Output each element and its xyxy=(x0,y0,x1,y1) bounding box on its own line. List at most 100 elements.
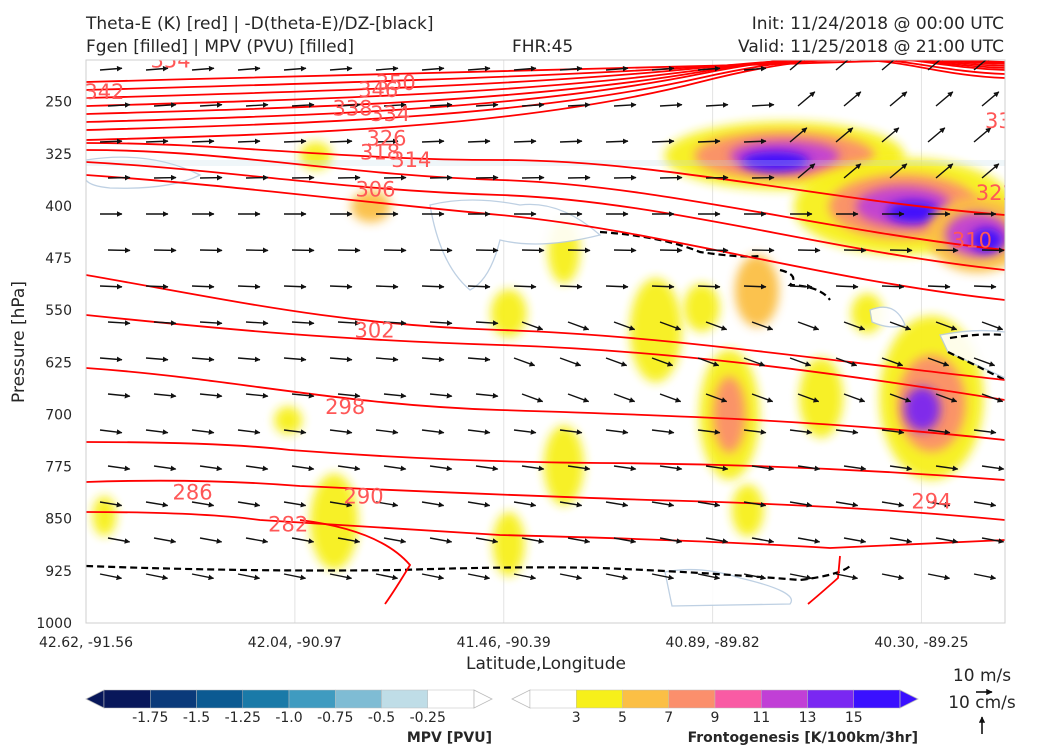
wind-vector xyxy=(375,573,399,581)
y-tick-label: 775 xyxy=(45,460,72,476)
wind-vector xyxy=(705,465,729,472)
wind-vector xyxy=(329,356,353,363)
wind-vector xyxy=(697,429,721,435)
theta-e-contour xyxy=(86,174,1005,301)
colorbar-segment xyxy=(668,689,716,709)
wind-vector xyxy=(605,501,629,508)
wind-vector xyxy=(797,163,816,179)
wind-vector xyxy=(751,465,775,472)
mpv-colorbar: -1.75 -1.5 -1.25 -1.0 -0.75 -0.5 -0.25 xyxy=(85,689,493,726)
wind-vector xyxy=(705,321,728,331)
frontogenesis-area xyxy=(904,387,941,432)
wind-vector xyxy=(199,537,223,544)
wind-vector xyxy=(751,102,775,108)
colorbar-tick-label: 3 xyxy=(572,710,581,726)
x-axis-label: Latitude,Longitude xyxy=(466,654,626,674)
colorbar-segment xyxy=(529,689,577,709)
theta-e-contour xyxy=(86,60,1005,99)
wind-vector xyxy=(927,357,950,367)
colorbar-segment xyxy=(714,689,762,709)
wind-vector xyxy=(605,573,629,581)
wind-vector xyxy=(237,356,261,363)
wind-vector xyxy=(973,429,997,435)
wind-vector xyxy=(559,573,583,581)
wind-vector xyxy=(751,321,774,331)
static-stability-contour xyxy=(779,268,831,301)
wind-vector xyxy=(145,573,169,581)
theta-e-label: 310 xyxy=(952,229,992,253)
wind-vector xyxy=(191,356,215,363)
theta-e-label: 334 xyxy=(370,102,410,126)
wind-vector xyxy=(475,102,499,108)
wind-vector xyxy=(843,465,867,472)
wind-vector xyxy=(613,321,636,331)
y-tick-label: 1000 xyxy=(36,616,72,632)
wind-vector xyxy=(245,537,269,544)
wind-vector xyxy=(797,321,820,331)
wind-vector xyxy=(973,283,997,290)
theta-e-label: 326 xyxy=(366,127,406,151)
wind-vector xyxy=(567,465,591,472)
wind-vector xyxy=(191,501,215,508)
wind-vector xyxy=(107,392,131,399)
wind-vector xyxy=(513,138,537,145)
wind-vector xyxy=(283,356,307,363)
wind-vector xyxy=(881,60,900,71)
y-axis-label: Pressure [hPa] xyxy=(9,281,29,403)
wind-vector xyxy=(889,393,912,403)
wind-vector xyxy=(421,429,445,435)
theta-e-label: 318 xyxy=(360,140,400,164)
frontogenesis-area xyxy=(734,254,779,327)
wind-vector xyxy=(789,501,813,508)
wind-vector xyxy=(743,573,767,581)
init-time: Init: 11/24/2018 @ 00:00 UTC xyxy=(751,14,1004,34)
colorbar-tick-label: -1.25 xyxy=(225,710,261,726)
colorbar-segment xyxy=(242,689,290,709)
theta-e-label: 302 xyxy=(355,318,395,342)
wind-vector xyxy=(797,537,821,544)
wind-vectors xyxy=(99,60,1005,581)
wind-vector xyxy=(513,429,537,435)
wind-vector xyxy=(981,465,1005,472)
wind-vector xyxy=(383,537,407,544)
x-tick-label: 40.89, -89.82 xyxy=(666,635,760,651)
wind-vector xyxy=(291,320,315,326)
wind-vector xyxy=(697,501,721,508)
wind-vector xyxy=(889,321,912,331)
wind-vector xyxy=(467,429,491,435)
wind-vector xyxy=(191,283,215,290)
wind-vector xyxy=(245,465,269,472)
frontogenesis-area xyxy=(731,484,764,537)
wind-vector xyxy=(651,501,675,508)
wind-vector xyxy=(559,138,583,145)
x-tick-label: 41.46, -90.39 xyxy=(457,635,551,651)
wind-vector xyxy=(467,356,491,363)
wind-vector xyxy=(789,60,808,71)
wind-vector xyxy=(421,501,445,508)
wind-vector xyxy=(337,537,361,544)
theta-e-label: 322 xyxy=(976,181,1016,205)
wind-vector xyxy=(789,127,808,143)
wind-vector xyxy=(743,429,767,435)
wind-vector xyxy=(329,65,353,72)
wind-vector xyxy=(375,501,399,508)
wind-vector xyxy=(797,393,820,403)
wind-vector xyxy=(429,537,453,544)
theta-e-contour xyxy=(86,60,1005,131)
wind-vector xyxy=(107,102,131,108)
wind-vector xyxy=(651,283,675,290)
wind-vector xyxy=(99,429,123,435)
wind-vector xyxy=(835,357,858,367)
wind-vector xyxy=(245,392,269,399)
wind-vector xyxy=(889,91,908,107)
theta-e-label: 346 xyxy=(358,78,398,102)
theta-e-label: 294 xyxy=(911,489,951,513)
wind-vector xyxy=(789,429,813,435)
wind-vector xyxy=(329,429,353,435)
wind-vector xyxy=(751,393,774,403)
wind-vector xyxy=(191,573,215,581)
wind-vector xyxy=(99,65,123,72)
wind-vector xyxy=(513,65,537,72)
wind-vector xyxy=(521,537,545,544)
wind-vector xyxy=(329,283,353,290)
